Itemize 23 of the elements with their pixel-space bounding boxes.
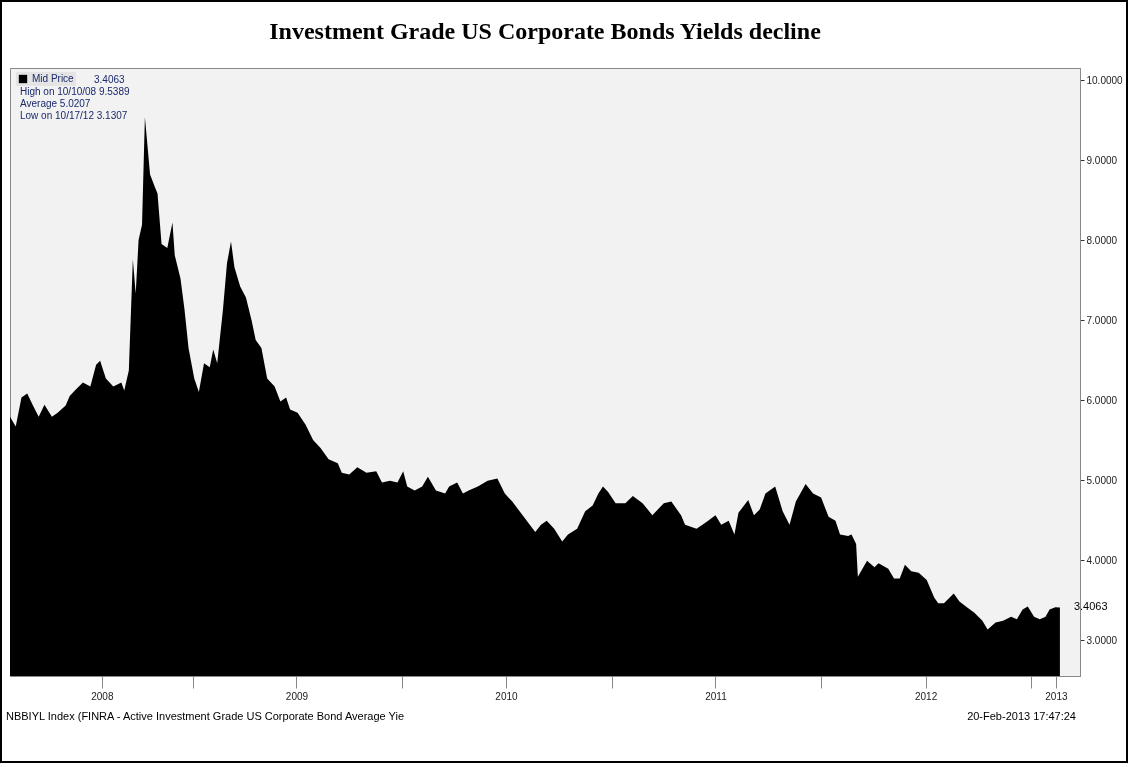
annotation: 3.4063 bbox=[1073, 600, 1108, 613]
y-tick-label: 3.0000 bbox=[1086, 634, 1118, 646]
y-tick-label: 8.0000 bbox=[1086, 234, 1118, 246]
annotation: High on 10/10/08 9.5389 bbox=[20, 86, 130, 97]
annotation: Low on 10/17/12 3.1307 bbox=[20, 110, 128, 121]
y-tick-label: 6.0000 bbox=[1086, 394, 1118, 406]
x-tick-label: 2012 bbox=[914, 690, 938, 702]
text: NBBIYL Index (FINRA - Active Investment Grade US Corporate Bond Average Yie bbox=[6, 710, 405, 722]
annotation: Average 5.0207 bbox=[20, 98, 91, 109]
annotation: 3.4063 bbox=[94, 74, 126, 85]
y-tick-label: 7.0000 bbox=[1086, 314, 1118, 326]
x-tick-label: 2011 bbox=[705, 690, 728, 702]
x-tick-label: 2010 bbox=[495, 690, 519, 702]
legend-label: Mid Price bbox=[32, 73, 75, 84]
x-tick-label: 2008 bbox=[91, 690, 114, 702]
y-tick-label: 4.0000 bbox=[1086, 554, 1118, 566]
text: 20-Feb-2013 17:47:24 bbox=[967, 710, 1076, 722]
y-tick-label: 9.0000 bbox=[1086, 154, 1118, 166]
y-tick-label: 5.0000 bbox=[1086, 474, 1118, 486]
x-tick-label: 2013 bbox=[1045, 690, 1068, 702]
x-tick-label: 2009 bbox=[285, 690, 309, 702]
y-tick-label: 10.0000 bbox=[1086, 74, 1124, 86]
chart-title: Investment Grade US Corporate Bonds Yields decline bbox=[269, 18, 822, 44]
